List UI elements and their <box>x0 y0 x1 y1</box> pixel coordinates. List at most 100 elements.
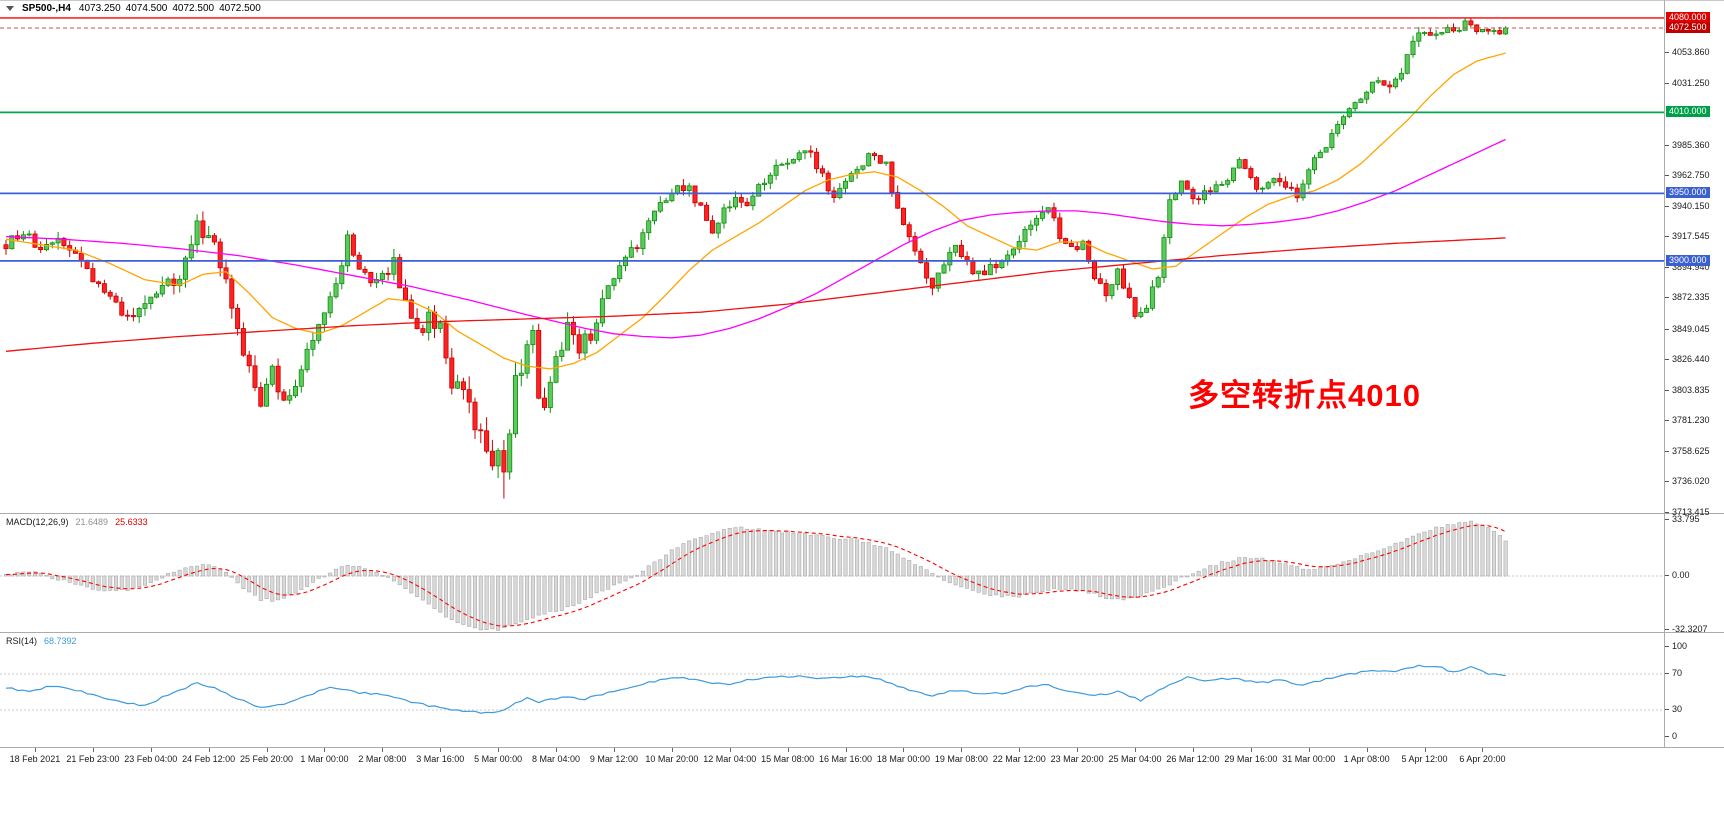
main-price-chart-canvas[interactable] <box>0 0 1664 514</box>
axis-tick-label: 3826.440 <box>1665 354 1710 365</box>
price-axis-border <box>1664 0 1665 748</box>
time-axis-tick <box>1135 748 1137 752</box>
time-axis-label: 5 Apr 12:00 <box>1401 754 1448 764</box>
price-badge: 3950.000 <box>1666 187 1710 198</box>
time-axis-tick <box>150 748 152 752</box>
axis-tick-label: 4053.860 <box>1665 47 1710 58</box>
axis-tick-label: 4031.250 <box>1665 78 1710 89</box>
time-axis-label: 8 Mar 04:00 <box>532 754 581 764</box>
time-axis-label: 10 Mar 20:00 <box>645 754 699 764</box>
axis-tick-label: 3758.625 <box>1665 446 1710 457</box>
time-axis-tick <box>671 748 673 752</box>
time-axis-tick <box>266 748 268 752</box>
axis-tick-label: 3940.150 <box>1665 201 1710 212</box>
rsi-name: RSI(14) <box>6 636 38 646</box>
time-axis-label: 21 Feb 23:00 <box>66 754 120 764</box>
time-axis-label: 31 Mar 00:00 <box>1282 754 1336 764</box>
time-axis-tick <box>498 748 500 752</box>
ohlc-readout: 4073.250 4074.500 4072.500 4072.500 <box>79 3 261 14</box>
time-axis-label: 22 Mar 12:00 <box>992 754 1046 764</box>
axis-tick-label: 3917.545 <box>1665 231 1710 242</box>
price-axis[interactable]: 4053.860 4031.250 3985.360 3962.750 3940.150… <box>1665 0 1724 517</box>
axis-tick-label: 70 <box>1665 668 1682 679</box>
axis-tick-label: 3781.230 <box>1665 415 1710 426</box>
panel-divider-timeaxis <box>0 747 1724 748</box>
one-click-trading-expander-icon[interactable] <box>6 6 14 11</box>
time-axis-label: 25 Feb 20:00 <box>240 754 294 764</box>
time-axis-tick <box>613 748 615 752</box>
axis-tick-label: 3849.045 <box>1665 324 1710 335</box>
time-axis-label: 3 Mar 16:00 <box>416 754 465 764</box>
time-axis-label: 23 Mar 20:00 <box>1050 754 1104 764</box>
time-axis-tick <box>1366 748 1368 752</box>
time-axis-label: 12 Mar 04:00 <box>703 754 757 764</box>
symbol-period-label: SP500-,H4 <box>22 3 71 14</box>
time-axis-label: 1 Apr 08:00 <box>1343 754 1390 764</box>
axis-tick-label: 3962.750 <box>1665 170 1710 181</box>
time-axis-tick <box>1192 748 1194 752</box>
macd-indicator-label: MACD(12,26,9) 21.6489 25.6333 <box>6 517 148 527</box>
macd-signal-value: 25.6333 <box>115 517 148 527</box>
time-axis-tick <box>382 748 384 752</box>
chart-annotation: 多空转折点4010 <box>1188 378 1421 413</box>
time-axis-tick <box>1424 748 1426 752</box>
axis-tick-label: 33.795 <box>1665 514 1700 525</box>
time-axis-label: 29 Mar 16:00 <box>1224 754 1278 764</box>
time-axis-tick <box>845 748 847 752</box>
time-axis-tick <box>1308 748 1310 752</box>
time-axis-tick <box>556 748 558 752</box>
time-axis-label: 6 Apr 20:00 <box>1459 754 1506 764</box>
time-axis-tick <box>208 748 210 752</box>
time-axis-label: 23 Feb 04:00 <box>124 754 178 764</box>
window-top-border <box>0 0 1724 1</box>
macd-axis[interactable]: 33.795 0.00 -32.3207 <box>1665 514 1724 634</box>
time-axis-tick <box>440 748 442 752</box>
chart-title-bar: SP500-,H4 4073.250 4074.500 4072.500 407… <box>6 2 261 15</box>
time-axis-tick <box>729 748 731 752</box>
axis-tick-label: 0.00 <box>1665 570 1690 581</box>
time-axis-label: 19 Mar 08:00 <box>934 754 988 764</box>
low-value: 4072.500 <box>172 3 215 14</box>
axis-tick-label: 3894.940 <box>1665 262 1710 273</box>
open-value: 4073.250 <box>78 3 121 14</box>
time-axis-label: 18 Mar 00:00 <box>876 754 930 764</box>
axis-tick-label: 3985.360 <box>1665 140 1710 151</box>
time-axis-label: 18 Feb 2021 <box>9 754 61 764</box>
macd-name: MACD(12,26,9) <box>6 517 69 527</box>
price-badge: 4010.000 <box>1666 106 1710 117</box>
time-axis-tick <box>324 748 326 752</box>
time-axis-tick <box>92 748 94 752</box>
time-axis-label: 16 Mar 16:00 <box>819 754 873 764</box>
macd-main-value: 21.6489 <box>75 517 109 527</box>
axis-tick-label: 30 <box>1665 704 1682 715</box>
rsi-axis[interactable]: 100 70 30 0 <box>1665 633 1724 747</box>
time-axis-tick <box>787 748 789 752</box>
time-axis-tick <box>961 748 963 752</box>
time-axis-label: 2 Mar 08:00 <box>358 754 407 764</box>
axis-tick-label: 3736.020 <box>1665 476 1710 487</box>
time-axis-tick <box>903 748 905 752</box>
time-axis-label: 25 Mar 04:00 <box>1108 754 1162 764</box>
time-axis-tick <box>1019 748 1021 752</box>
price-badge: 4080.000 <box>1666 12 1710 23</box>
rsi-indicator-label: RSI(14) 68.7392 <box>6 636 77 646</box>
panel-divider-rsi <box>0 632 1724 633</box>
time-axis-tick <box>1250 748 1252 752</box>
axis-tick-label: 3713.415 <box>1665 507 1710 518</box>
time-axis-label: 15 Mar 08:00 <box>761 754 815 764</box>
macd-panel-canvas[interactable] <box>0 514 1664 632</box>
time-axis-tick <box>1077 748 1079 752</box>
high-value: 4074.500 <box>125 3 168 14</box>
time-axis-tick <box>1482 748 1484 752</box>
time-axis-label: 26 Mar 12:00 <box>1166 754 1220 764</box>
axis-tick-label: 3803.835 <box>1665 385 1710 396</box>
price-badge: 4072.500 <box>1666 22 1710 33</box>
time-axis[interactable]: 18 Feb 2021 21 Feb 23:00 23 Feb 04:00 24 Fe… <box>0 748 1664 770</box>
time-axis-label: 1 Mar 00:00 <box>300 754 349 764</box>
rsi-panel-canvas[interactable] <box>0 633 1664 747</box>
time-axis-label: 5 Mar 00:00 <box>474 754 523 764</box>
price-badge: 3900.000 <box>1666 255 1710 266</box>
axis-tick-label: 3872.335 <box>1665 292 1710 303</box>
rsi-value: 68.7392 <box>44 636 77 646</box>
